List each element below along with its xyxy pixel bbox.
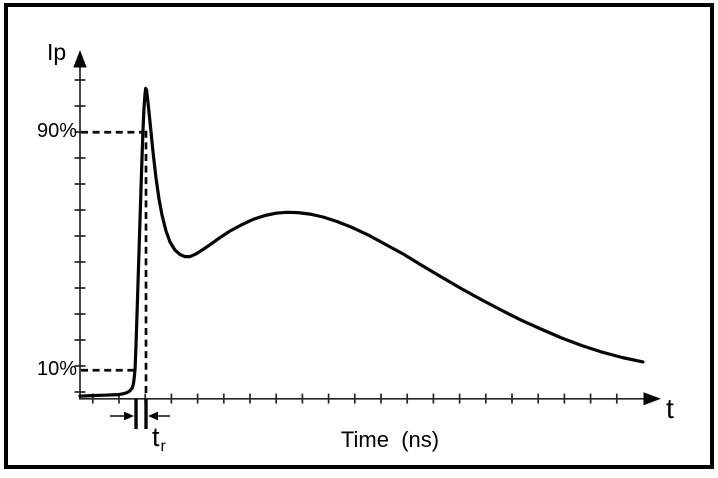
- axis-ticks: [74, 79, 618, 404]
- lower-ref-label: 10%: [36, 358, 77, 381]
- chart-annotations: [81, 130, 171, 429]
- x-axis-label: t: [666, 393, 674, 424]
- right-arrowhead-icon: [148, 411, 159, 421]
- rise-time-label: tr: [152, 422, 166, 455]
- y-axis-arrow-icon: [73, 50, 87, 68]
- pulse-curve: [78, 86, 645, 398]
- left-arrowhead-icon: [124, 411, 135, 421]
- y-axis-label: Ip: [47, 39, 67, 65]
- rise-time-symbol: t: [152, 422, 160, 452]
- upper-ref-label: 90%: [36, 120, 77, 143]
- x-axis-arrow-icon: [643, 392, 661, 406]
- figure-border: [4, 3, 714, 469]
- x-axis-caption: Time (ns): [340, 427, 440, 452]
- rise-time-subscript: r: [160, 438, 166, 455]
